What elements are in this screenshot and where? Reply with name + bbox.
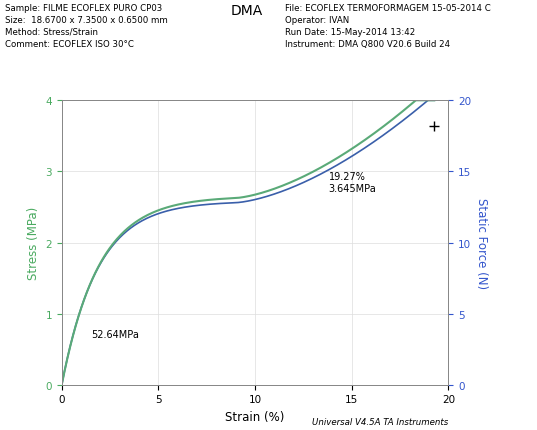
Text: Universal V4.5A TA Instruments: Universal V4.5A TA Instruments bbox=[312, 417, 448, 426]
Text: DMA: DMA bbox=[231, 4, 263, 18]
Text: 19.27%
3.645MPa: 19.27% 3.645MPa bbox=[329, 172, 376, 194]
Y-axis label: Stress (MPa): Stress (MPa) bbox=[27, 206, 40, 280]
Text: Sample: FILME ECOFLEX PURO CP03
Size:  18.6700 x 7.3500 x 0.6500 mm
Method: Stre: Sample: FILME ECOFLEX PURO CP03 Size: 18… bbox=[5, 4, 168, 49]
Text: File: ECOFLEX TERMOFORMAGEM 15-05-2014 C
Operator: IVAN
Run Date: 15-May-2014 13: File: ECOFLEX TERMOFORMAGEM 15-05-2014 C… bbox=[285, 4, 490, 49]
X-axis label: Strain (%): Strain (%) bbox=[226, 410, 285, 423]
Y-axis label: Static Force (N): Static Force (N) bbox=[475, 197, 488, 289]
Text: 52.64MPa: 52.64MPa bbox=[91, 329, 139, 339]
